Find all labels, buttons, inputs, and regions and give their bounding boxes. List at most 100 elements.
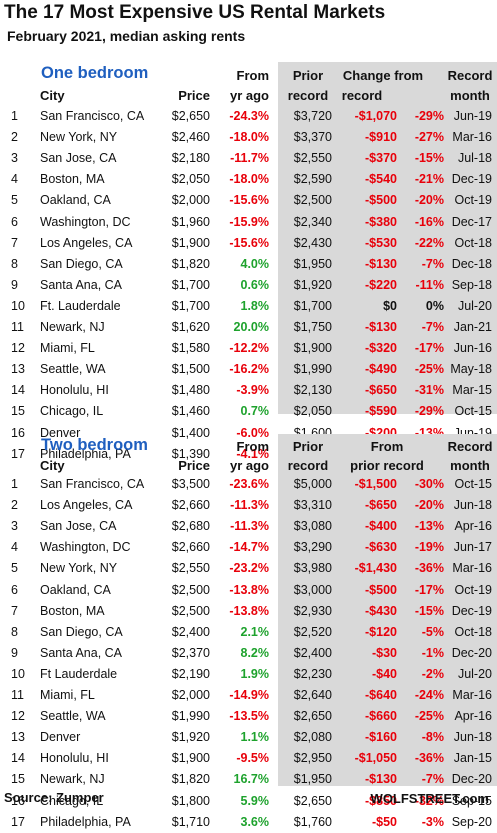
table-row: 12 Miami, FL $1,580 -12.2% $1,900 -$320 -17% Ju… <box>0 338 497 359</box>
price-cell: $1,580 <box>171 341 210 356</box>
change-pct-cell: -21% <box>414 172 444 187</box>
change-dollar-cell: -$30 <box>371 645 397 660</box>
yr-ago-cell: -16.2% <box>229 362 269 377</box>
rank-cell: 1 <box>11 477 18 491</box>
yr-ago-cell: -15.6% <box>229 235 269 250</box>
city-cell: Miami, FL <box>40 341 95 356</box>
record-month-cell: Jul-20 <box>457 298 492 313</box>
change-dollar-cell: -$120 <box>365 624 397 639</box>
rank-cell: 16 <box>11 425 25 440</box>
rank-cell: 15 <box>11 772 25 787</box>
prior-record-shade-two-bedroom <box>278 434 497 786</box>
table-row: 11 Miami, FL $2,000 -14.9% $2,640 -$640 -24% Ma… <box>0 685 497 706</box>
prior-record-cell: $3,720 <box>293 109 332 123</box>
prior-record-cell: $3,290 <box>293 540 332 555</box>
rank-cell: 7 <box>11 235 18 250</box>
change-pct-cell: -7% <box>421 256 444 271</box>
prior-record-cell: $1,750 <box>293 320 332 334</box>
yr-ago-cell: -11.7% <box>230 151 269 166</box>
city-cell: New York, NY <box>40 561 118 576</box>
change-pct-cell: -36% <box>414 561 444 576</box>
prior-record-cell: $2,400 <box>293 645 332 660</box>
rank-cell: 15 <box>11 404 25 419</box>
city-cell: Boston, MA <box>40 172 105 187</box>
change-pct-cell: -13% <box>414 519 444 534</box>
rank-cell: 9 <box>11 645 18 660</box>
prior-record-cell: $2,650 <box>293 709 332 724</box>
yr-ago-cell: 5.9% <box>240 793 270 808</box>
city-cell: San Francisco, CA <box>40 477 145 491</box>
table-row: 2 Los Angeles, CA $2,660 -11.3% $3,310 -$650 -… <box>0 495 497 516</box>
change-dollar-cell: -$530 <box>365 235 397 250</box>
rank-cell: 13 <box>11 362 25 377</box>
yr-ago-cell: -14.7% <box>229 540 269 555</box>
price-cell: $2,660 <box>171 540 210 555</box>
header-record-month: month <box>450 88 490 103</box>
table-row: 13 Seattle, WA $1,500 -16.2% $1,990 -$490 -25%… <box>0 359 497 380</box>
price-cell: $1,920 <box>171 730 210 745</box>
header-prior-record-2: prior record <box>350 458 424 473</box>
change-pct-cell: -19% <box>414 540 444 555</box>
change-pct-cell: -16% <box>414 214 444 229</box>
change-dollar-cell: -$540 <box>365 172 397 187</box>
prior-record-cell: $2,500 <box>293 193 332 208</box>
city-cell: Newark, NJ <box>40 320 105 334</box>
yr-ago-cell: -15.6% <box>229 193 269 208</box>
change-dollar-cell: -$490 <box>365 362 397 377</box>
yr-ago-cell: 20.0% <box>233 320 269 334</box>
change-dollar-cell: -$1,500 <box>354 477 397 491</box>
record-month-cell: Dec-18 <box>451 256 492 271</box>
table-row: 6 Oakland, CA $2,500 -13.8% $3,000 -$500 -17% O… <box>0 580 497 601</box>
table-row: 14 Honolulu, HI $1,900 -9.5% $2,950 -$1,050 -3… <box>0 748 497 769</box>
source-note: Source: Zumper <box>4 790 104 805</box>
yr-ago-cell: 2.1% <box>240 624 270 639</box>
yr-ago-cell: 8.2% <box>240 645 270 660</box>
table-row: 1 San Francisco, CA $3,500 -23.6% $5,000 -$1,… <box>0 474 497 495</box>
rank-cell: 6 <box>11 214 18 229</box>
price-cell: $2,680 <box>171 519 210 534</box>
yr-ago-cell: 4.0% <box>240 256 270 271</box>
price-cell: $1,800 <box>171 793 210 808</box>
change-pct-cell: -36% <box>414 751 444 766</box>
table-row: 3 San Jose, CA $2,680 -11.3% $3,080 -$400 -13%… <box>0 516 497 537</box>
brand-logo-text: WOLFSTREET.com <box>370 791 489 806</box>
change-dollar-cell: -$660 <box>365 709 397 724</box>
city-cell: San Jose, CA <box>40 151 117 166</box>
record-month-cell: Oct-19 <box>454 582 492 597</box>
table-row: 10 Ft Lauderdale $2,190 1.9% $2,230 -$40 -2% Ju… <box>0 664 497 685</box>
prior-record-cell: $3,080 <box>293 519 332 534</box>
record-month-cell: Apr-16 <box>454 709 492 724</box>
record-month-cell: Mar-16 <box>452 561 492 576</box>
prior-record-cell: $1,920 <box>293 277 332 292</box>
record-month-cell: Oct-18 <box>454 235 492 250</box>
record-month-cell: Mar-16 <box>452 688 492 702</box>
record-month-cell: Oct-15 <box>454 404 492 419</box>
prior-record-cell: $2,230 <box>293 666 332 681</box>
prior-record-cell: $2,650 <box>293 793 332 808</box>
prior-record-cell: $2,520 <box>293 624 332 639</box>
table-row: 3 San Jose, CA $2,180 -11.7% $2,550 -$370 -15%… <box>0 148 497 169</box>
header-price: Price <box>178 88 210 103</box>
city-cell: Oakland, CA <box>40 193 111 208</box>
prior-record-cell: $2,430 <box>293 235 332 250</box>
rank-cell: 1 <box>11 109 18 123</box>
change-dollar-cell: -$500 <box>365 582 397 597</box>
prior-record-cell: $1,700 <box>293 298 332 313</box>
city-cell: Denver <box>40 425 81 440</box>
yr-ago-cell: -13.8% <box>229 582 269 597</box>
price-cell: $2,500 <box>171 603 210 618</box>
city-cell: Washington, DC <box>40 540 131 555</box>
rank-cell: 11 <box>11 320 24 334</box>
prior-record-cell: $1,950 <box>293 256 332 271</box>
city-cell: Miami, FL <box>40 688 95 702</box>
price-cell: $3,500 <box>171 477 210 491</box>
header-record-2: record <box>287 458 329 473</box>
header-change-1: Change from <box>342 68 424 83</box>
table-row: 7 Boston, MA $2,500 -13.8% $2,930 -$430 -15% De… <box>0 601 497 622</box>
prior-record-cell: $2,590 <box>293 172 332 187</box>
yr-ago-cell: -15.9% <box>229 214 269 229</box>
rank-cell: 10 <box>11 298 25 313</box>
yr-ago-cell: -11.3% <box>230 519 269 534</box>
rank-cell: 7 <box>11 603 18 618</box>
city-cell: Seattle, WA <box>40 362 106 377</box>
